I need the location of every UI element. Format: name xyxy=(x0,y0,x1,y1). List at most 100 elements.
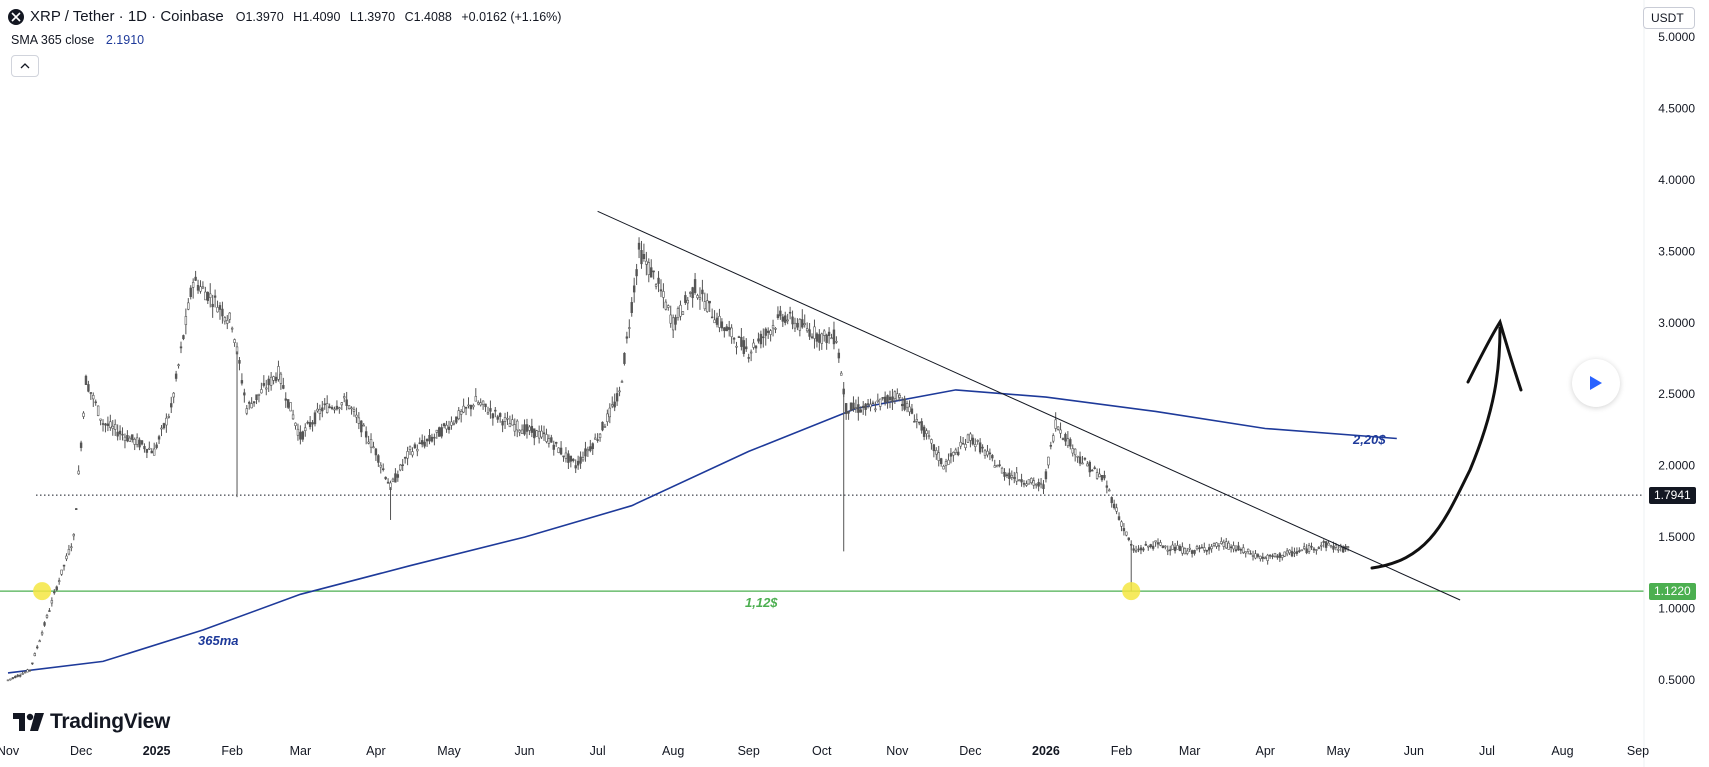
x-tick-label: 2025 xyxy=(143,744,171,758)
candle-body xyxy=(279,373,283,384)
candle-body xyxy=(1322,541,1325,543)
candle-body xyxy=(1000,467,1004,474)
candle-body xyxy=(1193,550,1196,554)
candle-body xyxy=(1276,555,1279,558)
candle-body xyxy=(1256,554,1260,557)
candle-body xyxy=(866,403,870,405)
candle-body xyxy=(1181,546,1184,554)
candle-body xyxy=(969,433,972,441)
candle-body xyxy=(491,413,495,419)
candle-body xyxy=(664,301,668,310)
highlight-marker xyxy=(1122,582,1141,601)
candle-body xyxy=(713,319,716,324)
candle-body xyxy=(715,317,719,325)
candle-body xyxy=(832,329,836,345)
candle-body xyxy=(1095,472,1099,479)
candle-body xyxy=(413,444,417,449)
candle-body xyxy=(438,427,441,437)
candle-body xyxy=(128,437,132,442)
replay-button[interactable] xyxy=(1572,359,1620,407)
candle-body xyxy=(862,405,865,408)
candle-body xyxy=(99,418,102,421)
candle-body xyxy=(1239,549,1243,551)
candle-body xyxy=(827,331,831,336)
candle-body xyxy=(1069,439,1072,447)
candle-body xyxy=(876,399,880,403)
candle-body xyxy=(474,396,478,402)
candle-body xyxy=(1293,551,1296,554)
collapse-legend-button[interactable] xyxy=(11,55,39,77)
candle-body xyxy=(55,586,58,591)
candle-body xyxy=(260,389,263,394)
candle-body xyxy=(338,407,341,410)
candle-body xyxy=(36,646,39,649)
candle-body xyxy=(662,291,665,298)
candle-body xyxy=(362,424,365,427)
candle-body xyxy=(620,381,624,383)
tradingview-logo[interactable]: TradingView xyxy=(13,710,170,734)
candle-body xyxy=(1078,456,1082,464)
x-tick-label: Jul xyxy=(590,744,606,758)
candle-body xyxy=(881,397,884,399)
y-tick-label: 4.0000 xyxy=(1658,173,1695,187)
candle-body xyxy=(316,408,319,412)
x-tick-label: Apr xyxy=(1255,744,1274,758)
candle-body xyxy=(1225,541,1228,549)
sma-target-annotation-label: 2,20$ xyxy=(1352,432,1386,447)
chart-header: XRP / Tether · 1D · Coinbase O1.3970 H1.… xyxy=(8,8,561,25)
candle-body xyxy=(637,242,641,250)
candle-body xyxy=(596,439,599,441)
candle-body xyxy=(1300,549,1303,552)
candle-body xyxy=(820,333,823,344)
candle-body xyxy=(428,435,431,442)
candle-body xyxy=(518,430,521,433)
candle-body xyxy=(1205,549,1208,552)
candle-body xyxy=(1110,497,1113,504)
symbol-title[interactable]: XRP / Tether · 1D · Coinbase xyxy=(30,8,224,25)
candle-body xyxy=(550,437,553,443)
candle-body xyxy=(1149,544,1152,548)
candle-body xyxy=(350,407,353,410)
candle-body xyxy=(910,408,914,414)
candle-body xyxy=(1234,549,1238,551)
candle-body xyxy=(606,413,609,422)
candle-body xyxy=(369,439,373,448)
indicator-legend[interactable]: SMA 365 close 2.1910 xyxy=(11,33,144,47)
candle-body xyxy=(513,424,516,432)
candle-body xyxy=(1093,467,1096,469)
candle-body xyxy=(114,424,117,430)
candle-body xyxy=(347,405,351,409)
candle-body xyxy=(1034,483,1038,486)
candle-body xyxy=(265,387,268,390)
x-tick-label: Dec xyxy=(70,744,92,758)
candle-body xyxy=(1076,455,1079,458)
candle-body xyxy=(864,403,867,410)
candle-body xyxy=(786,319,789,322)
price-tag-dotted-level: 1.7941 xyxy=(1649,486,1696,504)
candle-body xyxy=(944,461,948,466)
candle-body xyxy=(1242,547,1245,553)
candle-body xyxy=(174,373,178,379)
candle-body xyxy=(72,534,75,537)
candle-body xyxy=(101,423,105,425)
candle-body xyxy=(335,405,339,410)
candle-body xyxy=(213,295,217,298)
candle-body xyxy=(394,473,397,483)
candle-body xyxy=(611,404,614,407)
y-tick-label: 5.0000 xyxy=(1658,30,1695,44)
candle-body xyxy=(1273,552,1277,557)
candle-body xyxy=(104,423,107,426)
currency-selector[interactable]: USDT xyxy=(1643,7,1695,29)
candle-body xyxy=(525,424,529,432)
candle-body xyxy=(401,464,404,466)
candle-body xyxy=(937,452,940,461)
candle-body xyxy=(1061,438,1065,440)
candle-body xyxy=(574,465,577,469)
candle-body xyxy=(89,392,93,394)
candle-body xyxy=(1324,541,1328,548)
candle-body xyxy=(757,338,760,342)
x-tick-label: Dec xyxy=(959,744,981,758)
candle-body xyxy=(21,673,24,675)
candle-body xyxy=(1098,473,1101,478)
